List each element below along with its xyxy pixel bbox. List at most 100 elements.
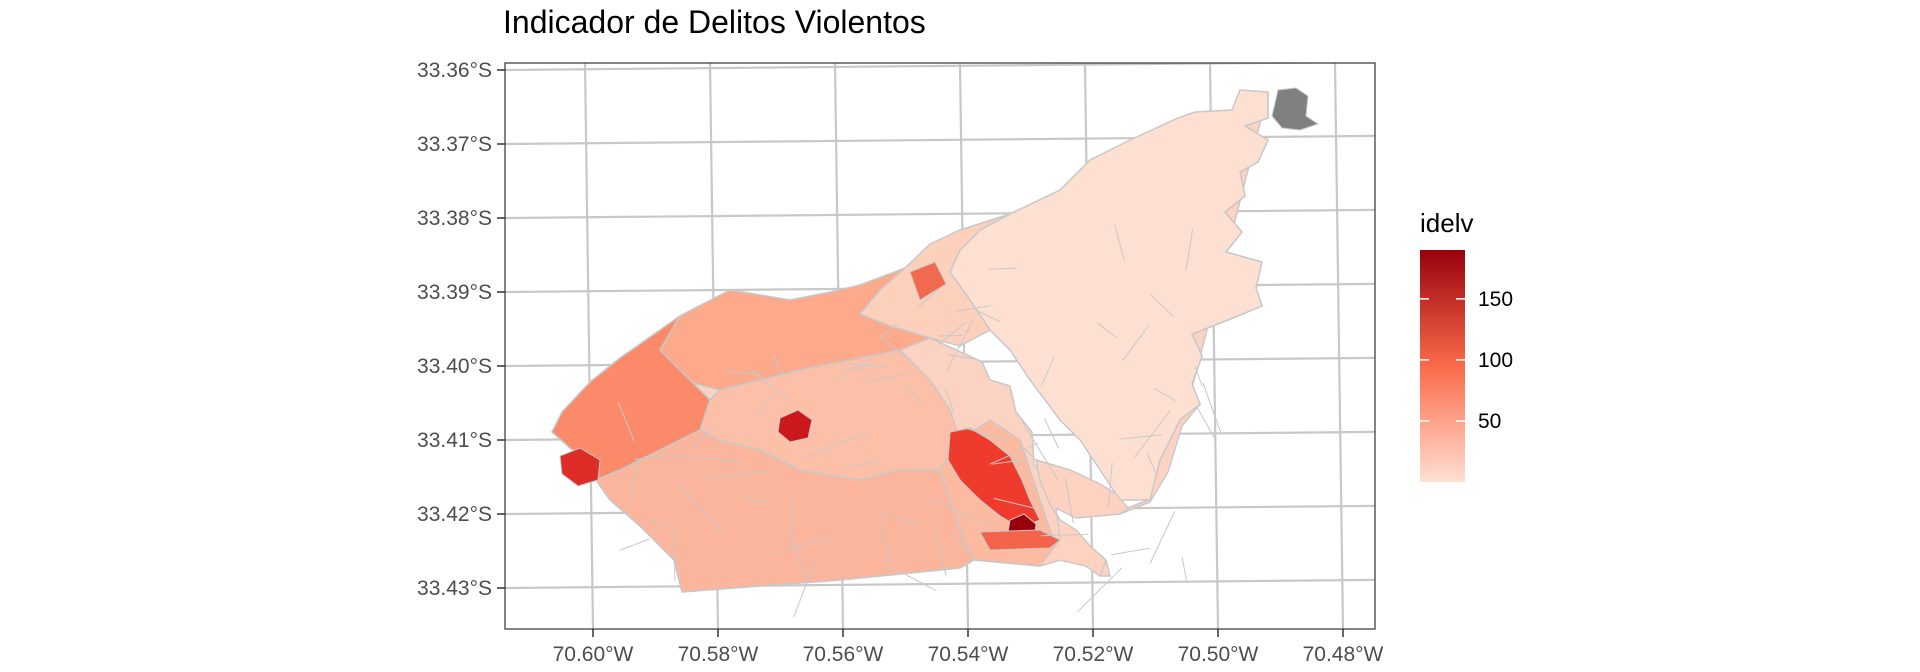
street-line [878,512,920,525]
district-south-east-tail [1035,459,1129,577]
street-line [788,531,806,579]
x-axis: 70.60°W 70.58°W 70.56°W 70.54°W 70.52°W 70.50… [553,629,1384,666]
y-tick-label: 33.42°S [417,503,492,526]
street-line [1149,511,1176,564]
street-line [1202,382,1222,433]
street-line [1111,547,1150,556]
legend-break-label: 100 [1478,349,1513,372]
street-line [793,560,816,618]
street-line [805,431,869,459]
graticule-lon-line [583,63,595,629]
street-line [1181,557,1188,584]
street-line [852,362,875,373]
district-northeast [949,89,1269,501]
street-line [647,519,672,526]
street-line [633,453,684,461]
street-line [956,305,991,312]
x-tick-label: 70.52°W [1053,643,1134,666]
hotspot-west [559,447,601,487]
street-line [889,565,937,592]
street-line [750,368,789,400]
street-line [1044,418,1060,449]
street-line [629,461,639,504]
legend: idelv 50 100 150 [1420,208,1513,482]
street-line [988,267,1017,270]
y-tick-label: 33.36°S [417,59,492,82]
street-line [849,363,886,368]
hotspot-central [777,409,813,443]
x-tick-label: 70.58°W [678,643,759,666]
street-line [953,533,966,552]
street-line [691,425,715,450]
street-line [903,385,923,404]
street-line [947,354,976,360]
district-north-strip [909,261,947,301]
y-tick-label: 33.39°S [417,281,492,304]
map-title: Indicador de Delitos Violentos [503,4,926,40]
x-tick-label: 70.56°W [803,643,884,666]
y-tick-label: 33.43°S [417,577,492,600]
street-line [879,334,905,358]
street-line [619,538,650,551]
street-network [617,224,1222,618]
street-line [1077,567,1123,613]
district-central [699,349,961,481]
street-line [1041,356,1055,386]
street-line [938,322,966,345]
commune-polygons [551,87,1320,618]
street-line [938,334,964,337]
street-line [1107,462,1113,509]
street-line [978,310,1001,323]
district-missing-data [1271,87,1320,131]
street-line [778,536,835,552]
street-line [992,459,1026,465]
street-line [882,516,889,566]
legend-break-label: 50 [1478,410,1501,433]
street-line [704,471,768,479]
street-line [1154,388,1176,402]
panel-frame [504,62,1376,630]
street-line [790,493,795,537]
street-line [862,373,909,383]
street-line [1114,224,1125,262]
x-tick-label: 70.54°W [928,643,1009,666]
street-line [1195,405,1215,439]
street-line [1150,294,1175,318]
street-line [1194,365,1203,387]
street-line [843,459,880,469]
street-line [1022,446,1038,462]
street-line [1097,322,1118,339]
street-line [963,427,1007,441]
graticule-lon-line [1333,63,1345,629]
street-line [1119,434,1163,440]
hotspot-east-south [979,529,1061,551]
street-line [742,498,771,503]
street-line [1040,533,1089,537]
street-line [834,357,872,380]
street-line [677,482,722,532]
street-line [993,497,1035,509]
street-line [934,530,947,576]
legend-title: idelv [1420,208,1473,238]
street-line [724,371,760,375]
street-line [1185,229,1194,270]
street-line [946,318,975,371]
y-axis: 33.36°S 33.37°S 33.38°S 33.39°S 33.40°S 33.41… [417,59,505,600]
y-tick-label: 33.41°S [417,429,492,452]
street-line [1021,421,1059,480]
street-line [881,323,897,339]
street-line [772,354,784,377]
street-line [1122,324,1150,361]
street-line [678,455,742,463]
street-line [1146,452,1157,475]
y-tick-label: 33.38°S [417,207,492,230]
street-line [989,442,1039,465]
x-tick-label: 70.50°W [1178,643,1259,666]
street-line [1134,409,1171,458]
y-tick-label: 33.37°S [417,133,492,156]
graticule-lat-line [505,578,1375,590]
x-tick-label: 70.60°W [553,643,634,666]
hotspot-east [947,427,1041,529]
x-tick-label: 70.48°W [1303,643,1384,666]
